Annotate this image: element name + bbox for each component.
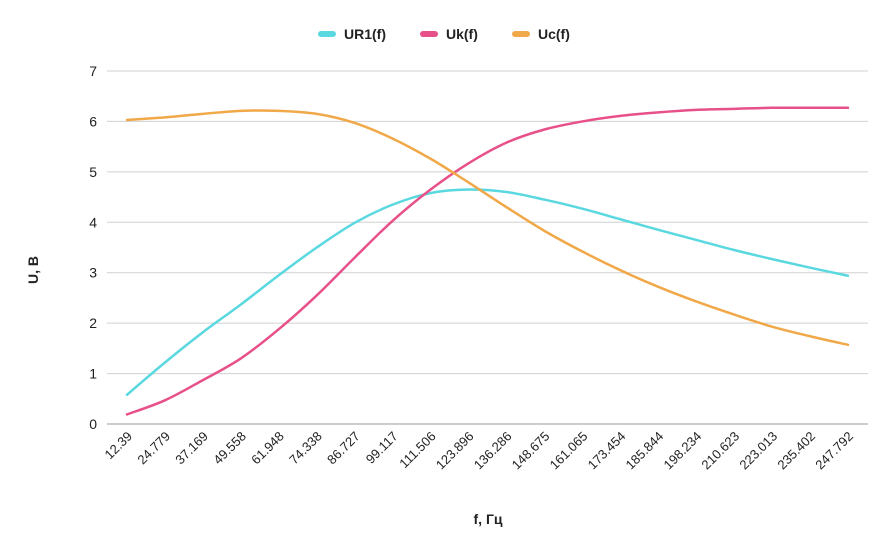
legend-label: Uc(f) [538, 26, 570, 42]
legend-swatch [420, 31, 438, 37]
x-tick-label: 49.558 [210, 429, 249, 468]
x-tick-label: 198.234 [660, 429, 704, 473]
series-line-2 [125, 106, 850, 416]
y-tick-label: 7 [89, 63, 97, 79]
x-axis-title: f, Гц [474, 511, 503, 527]
series-lines [125, 106, 850, 416]
y-axis-title: U, В [25, 256, 41, 284]
series-line-1 [125, 188, 850, 396]
y-tick-label: 4 [89, 214, 97, 230]
x-tick-label: 99.117 [363, 429, 401, 467]
y-tick-label: 3 [89, 265, 97, 281]
legend-swatch [318, 31, 336, 37]
x-tick-label: 223.013 [736, 429, 780, 473]
x-tick-label: 74.338 [286, 429, 325, 468]
x-tick-label: 61.948 [248, 429, 287, 468]
y-axis-ticks: 0 1 2 3 4 5 6 7 [89, 63, 97, 432]
grid-lines [107, 70, 868, 425]
x-tick-label: 136.286 [471, 429, 515, 473]
y-tick-label: 1 [89, 366, 97, 382]
x-tick-label: 37.169 [172, 429, 211, 468]
x-tick-label: 185.844 [623, 429, 667, 473]
series-line-3 [125, 109, 850, 347]
x-tick-label: 173.454 [585, 429, 629, 473]
y-tick-label: 5 [89, 164, 97, 180]
y-tick-label: 6 [89, 113, 97, 129]
y-tick-label: 2 [89, 315, 97, 331]
x-tick-label: 86.727 [324, 429, 363, 468]
x-tick-label: 235.402 [774, 429, 818, 473]
x-tick-label: 210.623 [698, 429, 742, 473]
y-tick-label: 0 [89, 416, 97, 432]
x-tick-label: 161.065 [547, 429, 591, 473]
x-tick-label: 111.506 [396, 429, 438, 471]
legend-label: UR1(f) [344, 26, 386, 42]
x-tick-label: 12.39 [102, 429, 136, 463]
x-axis-ticks: 12.39 24.779 37.169 49.558 61.948 74.338 86.72… [102, 429, 857, 473]
x-tick-label: 148.675 [509, 429, 553, 473]
x-tick-label: 247.792 [812, 429, 856, 473]
x-tick-label: 24.779 [134, 429, 173, 468]
legend-label: Uk(f) [446, 26, 478, 42]
legend-swatch [512, 31, 530, 37]
legend: UR1(f) Uk(f) Uc(f) [318, 26, 570, 42]
x-tick-label: 123.896 [433, 429, 477, 473]
